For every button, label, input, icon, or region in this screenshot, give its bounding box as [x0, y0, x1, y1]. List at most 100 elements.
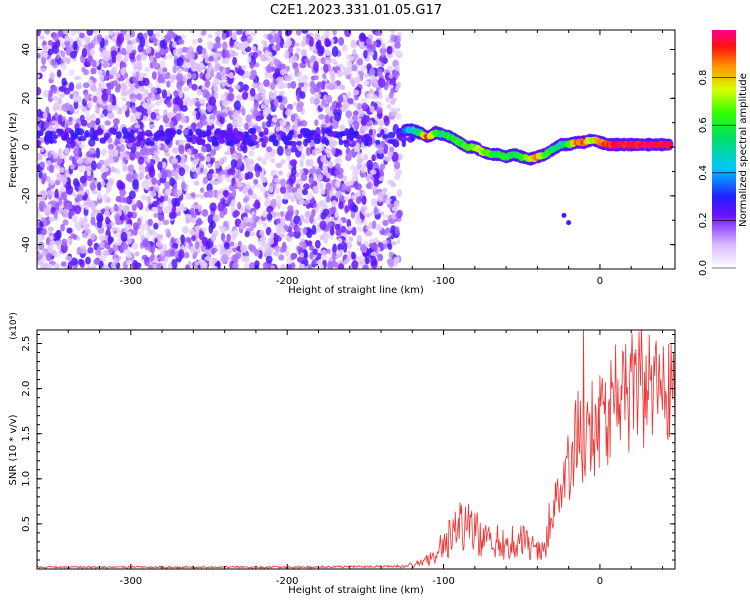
noise-dot	[311, 224, 317, 235]
noise-dot	[115, 63, 121, 68]
noise-dot	[222, 41, 228, 51]
noise-dot	[157, 190, 162, 198]
noise-dot	[82, 82, 90, 89]
noise-dot	[329, 143, 335, 149]
noise-dot	[254, 260, 260, 268]
noise-dot	[300, 49, 305, 56]
noise-dot	[273, 98, 279, 107]
noise-dot	[232, 229, 239, 235]
noise-dot	[93, 258, 100, 265]
noise-dot	[382, 187, 388, 193]
noise-dot	[147, 30, 154, 37]
noise-dot	[194, 261, 200, 266]
noise-dot	[311, 166, 316, 174]
noise-dot	[142, 238, 150, 248]
noise-dot	[324, 114, 330, 124]
noise-dot	[121, 242, 128, 250]
noise-dot	[376, 152, 384, 160]
noise-dot	[149, 147, 156, 153]
noise-dot	[320, 57, 327, 65]
noise-dot	[354, 125, 359, 131]
noise-dot	[146, 196, 152, 203]
x-tick-label: -200	[276, 576, 299, 587]
noise-dot	[299, 91, 306, 99]
noise-dot	[341, 183, 347, 191]
noise-dot	[327, 82, 334, 90]
noise-dot	[49, 179, 55, 186]
noise-dot	[37, 70, 41, 79]
noise-dot	[190, 64, 197, 72]
x-tick-label: -300	[119, 276, 142, 287]
noise-dot	[325, 147, 331, 153]
noise-dot	[320, 253, 328, 261]
signal-track	[400, 123, 674, 166]
noise-dot	[224, 57, 229, 65]
noise-dot	[319, 220, 327, 231]
noise-dot	[361, 102, 368, 111]
snr-y-scale-label: (x10⁴)	[9, 312, 19, 339]
noise-dot	[250, 224, 255, 232]
noise-dot	[90, 113, 96, 121]
noise-dot	[249, 87, 256, 97]
noise-dot	[126, 231, 132, 239]
noise-dot	[210, 234, 216, 243]
noise-dot	[331, 46, 339, 57]
noise-dot	[199, 99, 206, 104]
snr-y-axis-label: SNR (10 * v/v)	[8, 414, 19, 485]
noise-dot	[377, 253, 384, 262]
noise-dot	[99, 52, 105, 58]
noise-dot	[126, 248, 131, 255]
noise-dot	[102, 167, 109, 173]
noise-dot	[251, 45, 257, 52]
noise-dot	[288, 231, 295, 238]
noise-dot	[109, 69, 116, 76]
noise-dot	[220, 75, 227, 81]
noise-dot	[361, 258, 366, 266]
x-tick-label: -200	[276, 276, 299, 287]
noise-dot	[246, 171, 254, 180]
noise-dot	[45, 176, 51, 183]
colorbar-ticks: 0.0 0.2 0.4 0.6 0.8	[698, 70, 736, 276]
noise-dot	[70, 30, 77, 37]
noise-dot	[38, 170, 43, 179]
noise-dot	[338, 200, 344, 209]
noise-dot	[150, 111, 157, 120]
noise-dot	[348, 236, 354, 242]
noise-dot	[348, 56, 355, 62]
noise-dot	[247, 121, 255, 128]
noise-dot	[228, 87, 234, 93]
noise-dot	[291, 262, 296, 269]
noise-dot	[214, 163, 220, 169]
noise-dot	[373, 177, 380, 188]
noise-dot	[346, 91, 352, 98]
noise-dot	[255, 115, 262, 122]
noise-dot	[368, 129, 373, 136]
noise-dot	[220, 249, 227, 256]
noise-dot	[72, 94, 80, 103]
noise-dot	[90, 233, 96, 241]
noise-dot	[52, 152, 59, 160]
noise-dot	[241, 92, 249, 100]
noise-dot	[220, 94, 226, 100]
noise-dot	[152, 200, 158, 209]
noise-dot	[357, 226, 363, 233]
noise-dot	[396, 239, 401, 244]
noise-dot	[342, 66, 347, 72]
noise-dot	[391, 97, 397, 102]
noise-dot	[84, 130, 90, 138]
noise-dot	[43, 52, 48, 59]
noise-dot	[366, 231, 373, 237]
noise-dot	[326, 94, 333, 104]
noise-dot	[339, 84, 346, 91]
noise-dot	[265, 65, 272, 74]
noise-dot	[369, 88, 374, 94]
noise-dot	[255, 170, 260, 178]
noise-dot	[289, 159, 297, 167]
noise-dot	[37, 30, 41, 37]
noise-dot	[134, 151, 141, 159]
noise-dot	[148, 229, 156, 235]
noise-dot	[396, 189, 403, 198]
noise-dot	[338, 249, 343, 258]
noise-dot	[86, 115, 91, 122]
noise-dot	[97, 215, 104, 223]
